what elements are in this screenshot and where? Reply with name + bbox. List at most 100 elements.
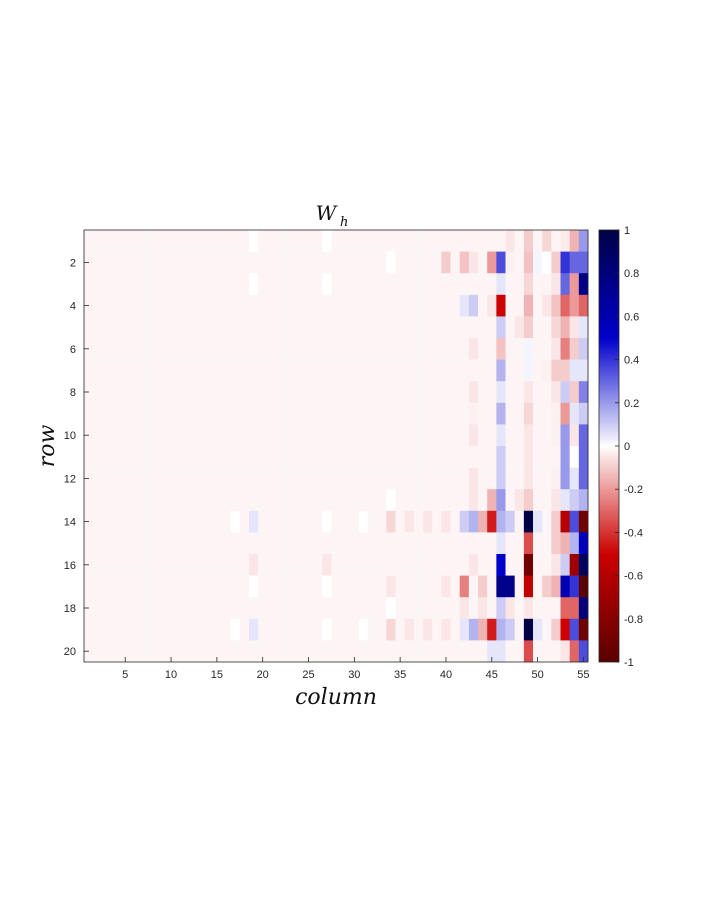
heatmap-cell: [349, 424, 360, 447]
heatmap-cell: [84, 446, 94, 468]
heatmap-cell: [322, 575, 332, 598]
heatmap-cell: [496, 381, 506, 404]
heatmap-cell: [157, 230, 167, 252]
heatmap-cell: [413, 446, 424, 468]
heatmap-cell: [514, 446, 525, 468]
heatmap-cell: [129, 575, 140, 598]
heatmap-cell: [404, 230, 415, 252]
heatmap-cell: [450, 575, 461, 598]
heatmap-cell: [221, 338, 231, 360]
x-tick-label: 40: [440, 669, 452, 681]
heatmap-cell: [157, 273, 167, 296]
heatmap-cell: [533, 597, 543, 620]
heatmap-cell: [514, 510, 525, 533]
heatmap-cell: [193, 294, 204, 317]
heatmap-cell: [505, 554, 515, 576]
heatmap-cell: [459, 294, 470, 317]
heatmap-cell: [120, 618, 131, 641]
heatmap-cell: [175, 597, 186, 620]
heatmap-cell: [560, 618, 570, 641]
heatmap-cell: [120, 273, 131, 296]
heatmap-cell: [138, 532, 149, 555]
heatmap-cell: [349, 467, 360, 490]
heatmap-cell: [423, 230, 433, 252]
heatmap-cell: [560, 230, 570, 252]
heatmap-cell: [102, 489, 112, 512]
heatmap-cell: [395, 424, 406, 447]
heatmap-cell: [404, 597, 415, 620]
heatmap-cell: [349, 338, 360, 360]
heatmap-cell: [551, 273, 561, 296]
heatmap-cell: [285, 359, 296, 382]
heatmap-cell: [441, 575, 451, 598]
heatmap-cell: [368, 618, 378, 641]
heatmap-cell: [505, 597, 515, 620]
heatmap-cell: [93, 510, 103, 533]
heatmap-cell: [404, 467, 415, 490]
heatmap-cell: [230, 618, 241, 641]
heatmap-cell: [248, 618, 259, 641]
heatmap-cell: [267, 338, 277, 360]
heatmap-cell: [138, 618, 149, 641]
heatmap-cell: [413, 618, 424, 641]
heatmap-cell: [184, 316, 195, 339]
heatmap-cell: [322, 402, 332, 425]
heatmap-cell: [203, 359, 213, 382]
heatmap-cell: [450, 446, 461, 468]
heatmap-cell: [377, 316, 387, 339]
heatmap-cell: [93, 338, 103, 360]
heatmap-cell: [395, 230, 406, 252]
heatmap-cell: [258, 532, 268, 555]
heatmap-cell: [184, 359, 195, 382]
heatmap-cell: [230, 402, 241, 425]
heatmap-cell: [377, 381, 387, 404]
heatmap-cell: [560, 273, 570, 296]
heatmap-cell: [468, 575, 479, 598]
heatmap-cell: [111, 554, 121, 576]
heatmap-cell: [84, 230, 94, 252]
x-axis-title: column: [295, 685, 377, 710]
heatmap-cell: [542, 316, 552, 339]
heatmap-cell: [340, 640, 351, 663]
heatmap-cell: [175, 510, 186, 533]
heatmap-cell: [432, 446, 442, 468]
heatmap-cell: [285, 402, 296, 425]
heatmap-cell: [468, 338, 479, 360]
heatmap-cell: [533, 273, 543, 296]
heatmap-cell: [569, 618, 580, 641]
heatmap-cell: [102, 294, 112, 317]
heatmap-cell: [313, 316, 323, 339]
heatmap-cell: [349, 575, 360, 598]
heatmap-cell: [184, 273, 195, 296]
heatmap-cell: [542, 597, 552, 620]
heatmap-cell: [542, 640, 552, 663]
heatmap-cell: [542, 294, 552, 317]
heatmap-cell: [148, 424, 158, 447]
heatmap-cell: [120, 230, 131, 252]
heatmap-cell: [496, 446, 506, 468]
heatmap-cell: [239, 316, 250, 339]
heatmap-cell: [148, 618, 158, 641]
heatmap-cell: [487, 338, 497, 360]
heatmap-cell: [111, 402, 121, 425]
heatmap-cell: [258, 230, 268, 252]
heatmap-cell: [459, 446, 470, 468]
heatmap-cell: [487, 446, 497, 468]
heatmap-cell: [551, 251, 561, 274]
heatmap-cell: [404, 424, 415, 447]
heatmap-cell: [514, 294, 525, 317]
heatmap-cell: [138, 294, 149, 317]
heatmap-cell: [120, 446, 131, 468]
heatmap-cell: [102, 554, 112, 576]
heatmap-cell: [523, 294, 534, 317]
heatmap-cell: [505, 402, 515, 425]
heatmap-cell: [514, 316, 525, 339]
heatmap-cell: [468, 618, 479, 641]
heatmap-cell: [368, 230, 378, 252]
heatmap-cell: [478, 532, 488, 555]
heatmap-cell: [395, 618, 406, 641]
heatmap-cell: [303, 597, 314, 620]
heatmap-cell: [230, 532, 241, 555]
heatmap-cell: [212, 597, 222, 620]
heatmap-cell: [368, 359, 378, 382]
